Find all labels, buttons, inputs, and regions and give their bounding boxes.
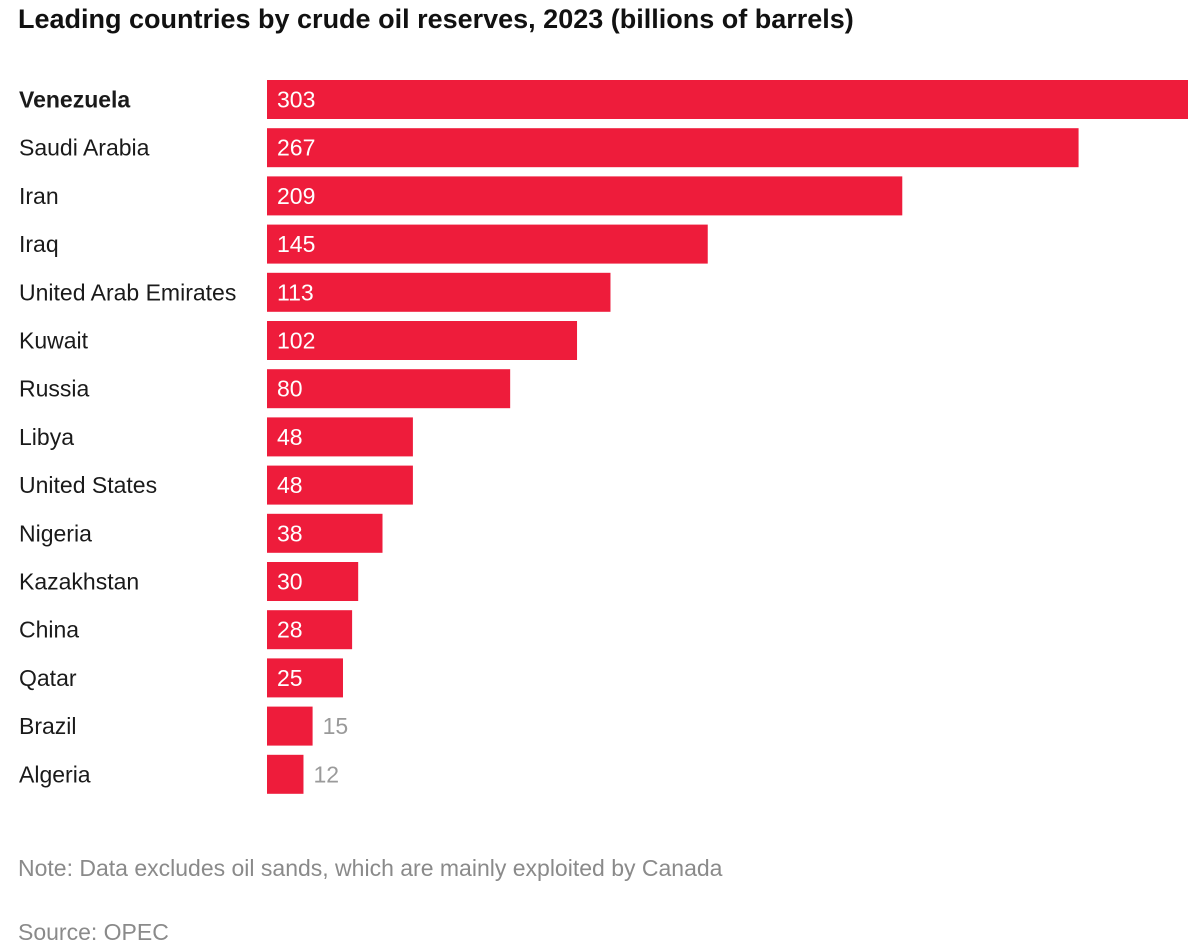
value-label-united-states: 48	[277, 472, 303, 498]
category-label-china: China	[19, 617, 79, 643]
chart-source: Source: OPEC	[18, 919, 169, 945]
value-label-kazakhstan: 30	[277, 569, 303, 595]
bar-iraq	[267, 224, 708, 264]
chart-title: Leading countries by crude oil reserves,…	[18, 4, 854, 34]
value-label-algeria: 12	[313, 761, 339, 787]
category-label-algeria: Algeria	[19, 761, 91, 787]
value-label-brazil: 15	[323, 713, 349, 739]
bar-china	[267, 610, 353, 650]
value-label-libya: 48	[277, 424, 303, 450]
bar-algeria	[267, 754, 304, 794]
value-label-china: 28	[277, 617, 303, 643]
bar-russia	[267, 369, 511, 409]
value-label-kuwait: 102	[277, 328, 315, 354]
bar-brazil	[267, 706, 313, 746]
value-label-iraq: 145	[277, 231, 315, 257]
chart-note: Note: Data excludes oil sands, which are…	[18, 855, 723, 881]
bar-united-arab-emirates	[267, 272, 611, 312]
category-label-saudi-arabia: Saudi Arabia	[19, 135, 150, 161]
bar-chart: Venezuela 303 Saudi Arabia 267 Iran 209 Iraq 14…	[19, 80, 1188, 794]
category-label-iraq: Iraq	[19, 231, 59, 257]
category-label-iran: Iran	[19, 183, 59, 209]
category-label-qatar: Qatar	[19, 665, 77, 691]
bar-kuwait	[267, 321, 578, 360]
value-label-venezuela: 303	[277, 87, 315, 113]
category-label-kuwait: Kuwait	[19, 328, 89, 354]
value-label-united-arab-emirates: 113	[277, 279, 314, 305]
value-label-iran: 209	[277, 183, 315, 209]
bar-saudi-arabia	[267, 128, 1079, 168]
category-label-russia: Russia	[19, 376, 90, 402]
bar-qatar	[267, 658, 343, 698]
bar-iran	[267, 176, 903, 216]
category-label-libya: Libya	[19, 424, 74, 450]
category-label-united-states: United States	[19, 472, 157, 498]
value-label-russia: 80	[277, 376, 303, 402]
category-label-kazakhstan: Kazakhstan	[19, 569, 139, 595]
bar-kazakhstan	[267, 562, 359, 601]
bar-libya	[267, 417, 413, 457]
bar-united-states	[267, 465, 413, 505]
value-label-nigeria: 38	[277, 520, 303, 546]
bar-venezuela	[267, 80, 1188, 119]
category-label-nigeria: Nigeria	[19, 520, 92, 546]
value-label-saudi-arabia: 267	[277, 135, 315, 161]
category-label-brazil: Brazil	[19, 713, 77, 739]
value-label-qatar: 25	[277, 665, 303, 691]
bar-nigeria	[267, 513, 383, 553]
category-label-united-arab-emirates: United Arab Emirates	[19, 279, 236, 305]
category-label-venezuela: Venezuela	[19, 87, 130, 113]
